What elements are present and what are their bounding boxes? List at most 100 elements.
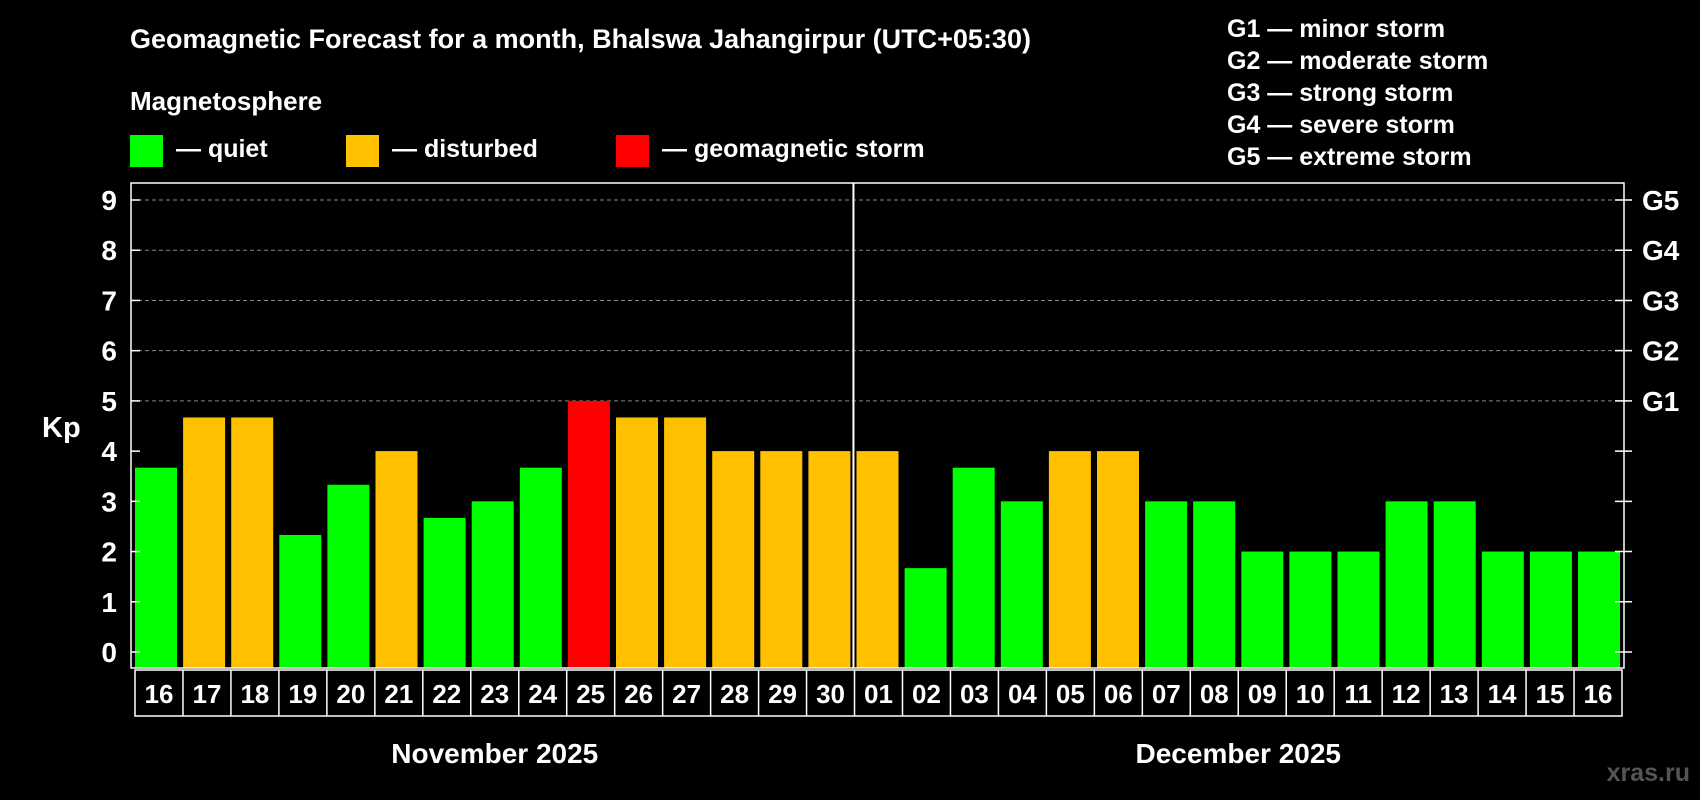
bar-disturbed [375, 451, 418, 668]
y-tick-label: 7 [101, 285, 117, 316]
bar-quiet [1529, 551, 1572, 668]
y-tick-label: 8 [101, 235, 117, 266]
x-axis-cells-frame [134, 669, 1623, 717]
bar-quiet [1145, 501, 1188, 668]
storm-scale-g1: G1 — minor storm [1227, 15, 1445, 43]
bar-disturbed [808, 451, 851, 668]
storm-scale-g4: G4 — severe storm [1227, 111, 1455, 139]
x-tick-label: 19 [288, 679, 317, 709]
plot-frame [130, 182, 1625, 669]
watermark: xras.ru [1607, 759, 1690, 787]
y-tick-label: 4 [101, 436, 117, 467]
bar-quiet [1337, 551, 1380, 668]
x-tick-label: 11 [1344, 679, 1372, 709]
x-tick-label: 17 [192, 679, 221, 709]
legend-swatch-quiet [130, 135, 163, 167]
x-tick-label: 13 [1440, 679, 1469, 709]
x-tick-label: 21 [384, 679, 413, 709]
legend-title: Magnetosphere [130, 86, 322, 116]
legend-label-quiet: — quiet [176, 135, 268, 163]
y-tick-label: 2 [101, 537, 117, 568]
bar-quiet [327, 484, 370, 668]
storm-scale-g3: G3 — strong storm [1227, 79, 1453, 107]
x-tick-label: 07 [1152, 679, 1181, 709]
y-tick-label: 5 [101, 386, 117, 417]
bar-quiet [135, 467, 177, 668]
storm-tick-label: G5 [1642, 185, 1679, 216]
bar-quiet [279, 534, 322, 668]
bar-storm [567, 400, 610, 668]
x-tick-label: 15 [1536, 679, 1565, 709]
storm-tick-label: G1 [1642, 386, 1679, 417]
y-tick-label: 1 [101, 587, 117, 618]
bar-quiet [1241, 551, 1284, 668]
x-tick-label: 26 [624, 679, 653, 709]
x-tick-label: 22 [432, 679, 461, 709]
x-tick-label: 27 [672, 679, 701, 709]
legend-swatch-disturbed [346, 135, 379, 167]
bar-disturbed [760, 451, 803, 668]
bar-quiet [952, 467, 995, 668]
legend-label-storm: — geomagnetic storm [662, 135, 925, 163]
bar-disturbed [664, 417, 707, 668]
bar-quiet [1433, 501, 1476, 668]
storm-axis-ticks: G1 G2 G3 G4 G5 [1615, 185, 1680, 653]
x-tick-label: 16 [1584, 679, 1613, 709]
bar-quiet [1000, 501, 1043, 668]
x-tick-label: 30 [816, 679, 845, 709]
bar-quiet [1289, 551, 1332, 668]
x-tick-label: 03 [960, 679, 989, 709]
y-tick-label: 0 [101, 637, 117, 668]
bar-quiet [1193, 501, 1236, 668]
y-axis-label: Kp [42, 412, 81, 444]
month-label-november: November 2025 [391, 738, 598, 769]
chart-title: Geomagnetic Forecast for a month, Bhalsw… [130, 24, 1031, 54]
storm-tick-label: G2 [1642, 336, 1679, 367]
month-label-december: December 2025 [1136, 738, 1341, 769]
legend-label-disturbed: — disturbed [392, 135, 538, 163]
x-tick-label: 20 [336, 679, 365, 709]
legend-swatch-storm [616, 135, 649, 167]
x-tick-label: 24 [528, 679, 557, 709]
y-tick-label: 9 [101, 185, 117, 216]
storm-tick-label: G4 [1642, 235, 1680, 266]
x-axis-day-cells: 16 17 18 19 20 21 22 23 24 25 26 27 28 29 30 01 02 03 04 05… [134, 669, 1623, 717]
x-tick-label: 12 [1392, 679, 1421, 709]
x-tick-label: 23 [480, 679, 509, 709]
x-tick-label: 10 [1296, 679, 1325, 709]
bar-disturbed [616, 417, 658, 668]
gridlines [131, 199, 1624, 402]
x-tick-label: 04 [1008, 679, 1037, 709]
storm-scale-g5: G5 — extreme storm [1227, 143, 1472, 171]
y-tick-label: 6 [101, 336, 117, 367]
x-tick-label: 06 [1104, 679, 1133, 709]
bar-series [135, 400, 1620, 668]
x-tick-label: 01 [864, 679, 893, 709]
bar-quiet [1578, 551, 1620, 668]
bar-disturbed [231, 417, 274, 668]
y-tick-label: 3 [101, 486, 117, 517]
x-tick-label: 16 [145, 679, 174, 709]
storm-tick-label: G3 [1642, 285, 1679, 316]
x-tick-label: 25 [576, 679, 605, 709]
bar-disturbed [1048, 451, 1091, 668]
y-axis-ticks: 0 1 2 3 4 5 6 7 8 9 [101, 185, 140, 668]
bar-quiet [1385, 501, 1428, 668]
bar-disturbed [712, 451, 755, 668]
bar-quiet [423, 517, 466, 668]
bar-disturbed [1097, 451, 1139, 668]
x-tick-label: 08 [1200, 679, 1229, 709]
bar-quiet [1481, 551, 1524, 668]
x-tick-label: 28 [720, 679, 749, 709]
x-tick-label: 18 [240, 679, 269, 709]
x-tick-label: 09 [1248, 679, 1277, 709]
x-tick-label: 05 [1056, 679, 1085, 709]
x-tick-label: 14 [1488, 679, 1517, 709]
storm-scale-g2: G2 — moderate storm [1227, 47, 1488, 75]
bar-quiet [904, 568, 947, 668]
x-tick-label: 02 [912, 679, 941, 709]
bar-disturbed [856, 451, 899, 668]
bar-quiet [519, 467, 562, 668]
x-tick-label: 29 [768, 679, 797, 709]
